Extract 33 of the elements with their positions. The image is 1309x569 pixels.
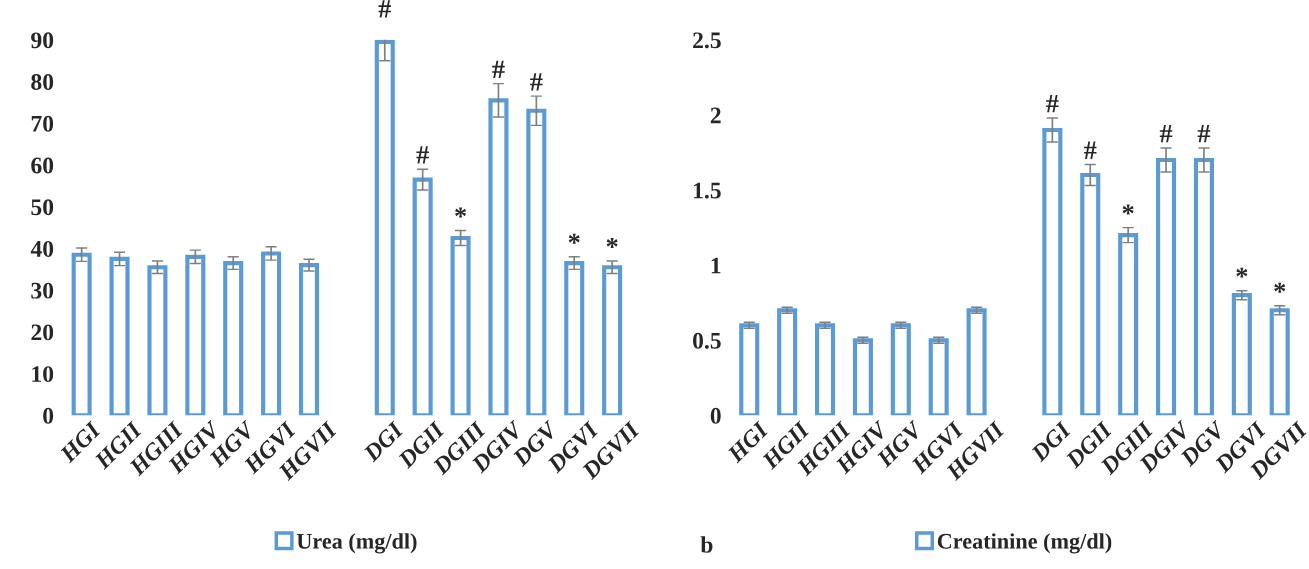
- y-tick-label: 1.5: [694, 182, 721, 199]
- annotation: *: [1274, 282, 1286, 293]
- annotation: *: [606, 237, 618, 248]
- y-tick-label: 2.5: [693, 32, 721, 49]
- annotation: *: [568, 233, 580, 244]
- annotation: #: [530, 73, 543, 91]
- y-tick-label: 80: [31, 74, 54, 90]
- annotation: *: [1122, 204, 1134, 215]
- text: b: [700, 536, 713, 553]
- y-tick-label: 0: [710, 407, 721, 424]
- y-tick-label: 30: [31, 282, 54, 299]
- annotation: #: [416, 146, 429, 164]
- annotation: #: [378, 0, 392, 18]
- y-tick-label: 2: [710, 107, 721, 124]
- annotation: *: [1236, 267, 1248, 278]
- y-tick-label: 0: [43, 407, 54, 424]
- y-tick-label: 10: [32, 366, 54, 383]
- annotation: #: [1046, 95, 1059, 113]
- y-tick-label: 60: [31, 157, 54, 174]
- y-tick-label: 90: [31, 32, 54, 49]
- y-tick-label: 0.5: [693, 332, 721, 349]
- annotation: #: [1159, 125, 1173, 143]
- legend-label: Creatinine (mg/dl): [937, 533, 1112, 554]
- y-tick-label: 70: [31, 115, 54, 132]
- y-tick-label: 1: [711, 257, 721, 274]
- legend-label: Urea (mg/dl): [296, 533, 417, 554]
- annotation: *: [455, 207, 467, 218]
- annotation: #: [1084, 141, 1097, 159]
- y-tick-label: 40: [30, 240, 54, 257]
- annotation: #: [1197, 125, 1211, 143]
- y-tick-label: 20: [31, 324, 54, 341]
- y-tick-label: 50: [31, 199, 54, 216]
- annotation: #: [492, 60, 505, 79]
